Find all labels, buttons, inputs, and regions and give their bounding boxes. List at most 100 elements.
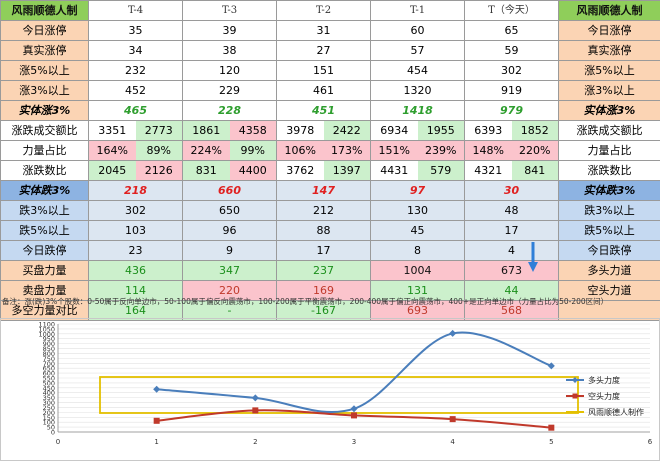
row-label: 跌5%以上 [558, 220, 660, 241]
legend-label: 多头力度 [588, 375, 620, 385]
pair-cell: 3762 1397 [276, 160, 371, 181]
row-label: 实体涨3% [0, 100, 89, 121]
down-value: 220% [511, 141, 558, 160]
x-tick-label: 6 [648, 438, 653, 446]
y-tick-label: 700 [43, 360, 55, 368]
cell-value: 693 [370, 300, 465, 321]
cell-value: 212 [276, 200, 371, 221]
row-label: 涨5%以上 [558, 60, 660, 81]
cell-value: 164 [88, 300, 183, 321]
cell-value: 237 [276, 260, 371, 281]
y-tick-label: 300 [43, 399, 55, 407]
ratio-row: 涨跌成交额比 3351 2773 1861 4358 3978 2422 6934 1955 63… [0, 120, 660, 141]
row-label: 多空力量对比 [0, 300, 89, 321]
cell-value: 436 [88, 260, 183, 281]
data-point [351, 412, 357, 419]
column-header: T-1 [370, 0, 465, 21]
cell-value: 461 [276, 80, 371, 101]
cell-value: 232 [88, 60, 183, 81]
y-tick-label: 250 [43, 404, 55, 412]
y-tick-label: 1100 [38, 321, 55, 329]
brand-label: 风雨顺德人制 [0, 0, 89, 21]
cell-value: 660 [182, 180, 277, 201]
pair-cell: 831 4400 [182, 160, 277, 181]
up-value: 2045 [89, 161, 136, 180]
cell-value: 57 [370, 40, 465, 61]
cell-value: 27 [276, 40, 371, 61]
down-value: 173% [323, 141, 370, 160]
cell-value: 218 [88, 180, 183, 201]
cell-value: 45 [370, 220, 465, 241]
cell-value: 97 [370, 180, 465, 201]
y-tick-label: 650 [43, 365, 55, 373]
y-tick-label: 150 [43, 414, 55, 422]
cell-value: 302 [88, 200, 183, 221]
y-tick-label: 750 [43, 355, 55, 363]
cell-value: 30 [464, 180, 559, 201]
down-value: 89% [135, 141, 182, 160]
cell-value: 59 [464, 40, 559, 61]
row-label: 今日跌停 [558, 240, 660, 261]
cell-value: 302 [464, 60, 559, 81]
up-value: 4321 [474, 164, 503, 177]
up-value: 106% [277, 141, 324, 160]
up-value: 151% [371, 141, 418, 160]
cell-value: 347 [182, 260, 277, 281]
up-value: 3978 [286, 124, 315, 137]
up-value: 4431 [380, 164, 409, 177]
cell-value: 650 [182, 200, 277, 221]
table-row: 真实涨停 34 38 27 57 59 真实涨停 [0, 40, 660, 61]
pair-cell: 148% 220% [464, 140, 559, 161]
cell-value: 1418 [370, 100, 465, 121]
row-label: 涨跌数比 [558, 160, 660, 181]
y-tick-label: 550 [43, 375, 55, 383]
up-value: 1861 [183, 121, 230, 140]
cell-value: 1320 [370, 80, 465, 101]
x-tick-label: 0 [56, 438, 60, 446]
cell-value: 220 [182, 280, 277, 301]
cell-value: 9 [182, 240, 277, 261]
y-tick-label: 950 [43, 335, 55, 343]
row-label: 涨5%以上 [0, 60, 89, 81]
y-tick-label: 800 [43, 350, 55, 358]
cell-value: -167 [276, 300, 371, 321]
row-label: 跌3%以上 [0, 200, 89, 221]
up-value: 224% [183, 141, 230, 160]
row-label: 买盘力量 [0, 260, 89, 281]
row-label: 跌5%以上 [0, 220, 89, 241]
cell-value: 65 [464, 20, 559, 41]
cell-value: 17 [464, 220, 559, 241]
pair-cell: 106% 173% [276, 140, 371, 161]
note-text: 备注：涨(跌)3%个股数：0-50属于反向单边市，50-100属于偏反向震荡市，… [2, 297, 609, 306]
cell-value: 96 [182, 220, 277, 241]
y-tick-label: 0 [51, 429, 55, 437]
row-label: 跌3%以上 [558, 200, 660, 221]
cell-value: 38 [182, 40, 277, 61]
pair-cell: 4321 841 [464, 160, 559, 181]
force-row: 多空力量对比 164- -167 693 568 [0, 300, 660, 321]
pair-cell: 164% 89% [88, 140, 183, 161]
series-line-0 [156, 331, 552, 413]
up-value: 3351 [98, 124, 127, 137]
y-tick-label: 850 [43, 345, 55, 353]
column-header: T-2 [276, 0, 371, 21]
data-point [548, 424, 555, 431]
cell-value: 131 [370, 280, 465, 301]
pair-cell: 3978 2422 [276, 120, 371, 141]
cell-value: 1004 [370, 260, 465, 281]
cell-value: 103 [88, 220, 183, 241]
down-value: 239% [417, 141, 464, 160]
x-tick-label: 4 [450, 438, 455, 446]
cell-value: 39 [182, 20, 277, 41]
ratio-row: 涨跌数比 2045 2126 831 4400 3762 1397 4431 579 4321 84… [0, 160, 660, 181]
cell-value: 452 [88, 80, 183, 101]
data-point [547, 362, 555, 370]
down-value: 2126 [135, 161, 182, 180]
x-tick-label: 1 [154, 438, 158, 446]
y-tick-label: 400 [43, 389, 55, 397]
cell-value: 919 [464, 80, 559, 101]
row-right-label [558, 300, 660, 321]
row-label: 涨跌成交额比 [558, 120, 660, 141]
cell-value: 31 [276, 20, 371, 41]
legend-label: 风雨顺德人制作 [588, 407, 644, 417]
